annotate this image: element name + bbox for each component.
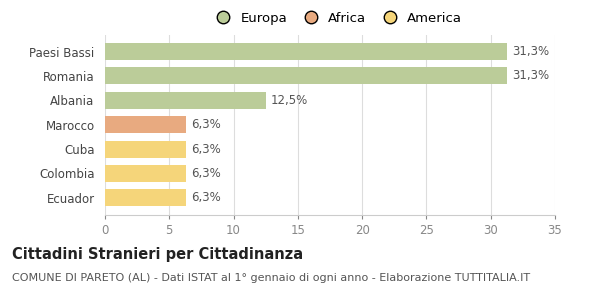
Bar [105,43,508,60]
Text: 6,3%: 6,3% [191,191,221,204]
Bar [105,189,186,206]
Text: 6,3%: 6,3% [191,167,221,180]
Text: 12,5%: 12,5% [271,94,308,107]
Text: 31,3%: 31,3% [512,69,550,82]
Bar [105,67,508,84]
Text: COMUNE DI PARETO (AL) - Dati ISTAT al 1° gennaio di ogni anno - Elaborazione TUT: COMUNE DI PARETO (AL) - Dati ISTAT al 1°… [12,273,530,282]
Bar [105,165,186,182]
Text: 6,3%: 6,3% [191,143,221,156]
Legend: Europa, Africa, America: Europa, Africa, America [205,7,467,30]
Bar [105,92,266,109]
Text: Cittadini Stranieri per Cittadinanza: Cittadini Stranieri per Cittadinanza [12,246,303,262]
Bar [105,116,186,133]
Text: 31,3%: 31,3% [512,45,550,58]
Text: 6,3%: 6,3% [191,118,221,131]
Bar [105,141,186,158]
